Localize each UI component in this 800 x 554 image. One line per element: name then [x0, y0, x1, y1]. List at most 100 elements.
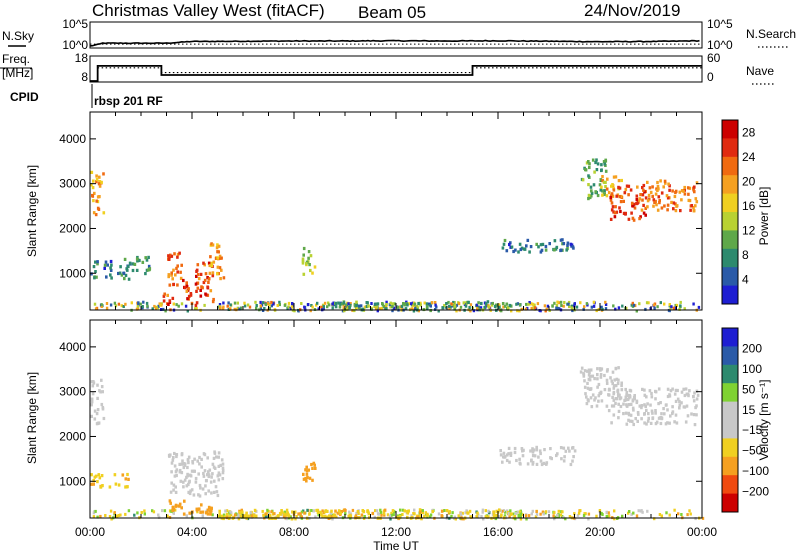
power-scatter-cell	[635, 309, 638, 313]
velocity-echo-cell	[197, 472, 200, 476]
power-echo-cell	[603, 189, 606, 193]
power-echo-cell	[218, 266, 222, 270]
power-scatter-cell	[557, 301, 560, 305]
velocity-echo-cell	[179, 479, 183, 483]
power-scatter-cell	[100, 305, 103, 308]
velocity-scatter-cell	[312, 509, 315, 513]
velocity-scatter-cell	[556, 514, 559, 517]
velocity-echo-cell	[170, 470, 173, 474]
velocity-echo-cell	[170, 461, 174, 465]
velocity-scatter-cell	[503, 514, 507, 518]
velocity-echo-cell	[614, 401, 617, 405]
power-echo-cell	[603, 162, 606, 166]
velocity-echo-cell	[204, 484, 207, 488]
velocity-echo-cell	[101, 390, 104, 394]
velocity-echo-cell	[413, 512, 416, 516]
velocity-scatter-cell	[374, 509, 377, 513]
velocity-echo-cell	[654, 411, 657, 415]
power-echo-cell	[644, 196, 648, 200]
velocity-scatter-cell	[294, 517, 297, 521]
power-scatter-cell	[575, 305, 579, 309]
power-echo-cell	[679, 209, 682, 213]
power-echo-cell	[214, 256, 218, 260]
velocity-scatter-cell	[401, 513, 404, 516]
power-echo-cell	[632, 218, 636, 222]
velocity-scatter-cell	[185, 514, 188, 518]
velocity-echo-cell	[100, 385, 104, 389]
velocity-echo-cell	[125, 485, 128, 489]
power-colorbar-swatch	[722, 120, 738, 139]
velocity-echo-cell	[264, 512, 267, 516]
power-scatter-cell	[122, 305, 125, 308]
velocity-scatter-cell	[552, 514, 555, 518]
velocity-echo-cell	[219, 463, 222, 467]
velocity-echo-cell	[206, 473, 209, 477]
velocity-echo-cell	[182, 480, 185, 484]
velocity-echo-cell	[617, 378, 620, 382]
velocity-echo-cell	[678, 403, 682, 407]
velocity-echo-cell	[187, 490, 190, 494]
power-scatter-cell	[219, 306, 222, 310]
velocity-echo-cell	[168, 454, 171, 458]
velocity-echo-cell	[202, 471, 205, 476]
power-echo-cell	[334, 301, 338, 305]
velocity-echo-cell	[586, 369, 589, 373]
velocity-scatter-cell	[587, 512, 591, 516]
power-echo-cell	[212, 260, 216, 264]
power-echo-cell	[652, 204, 655, 208]
power-echo-cell	[508, 303, 512, 308]
velocity-echo-cell	[589, 387, 593, 391]
power-echo-cell	[653, 200, 656, 204]
velocity-echo-cell	[196, 459, 199, 463]
velocity-echo-cell	[674, 413, 678, 417]
power-echo-cell	[180, 263, 183, 267]
velocity-colorbar-tick: −15	[742, 423, 763, 437]
velocity-ylabel: Slant Range [km]	[25, 372, 39, 464]
power-echo-cell	[622, 199, 625, 203]
time-tick-label: 20:00	[585, 525, 615, 539]
power-echo-cell	[123, 277, 126, 281]
power-scatter-cell	[283, 303, 287, 307]
power-echo-cell	[109, 268, 113, 272]
velocity-echo-cell	[647, 412, 650, 416]
velocity-scatter-cell	[157, 515, 161, 519]
power-echo-cell	[211, 271, 215, 275]
velocity-echo-cell	[666, 421, 669, 425]
velocity-scatter-cell	[524, 514, 528, 518]
velocity-echo-cell	[612, 386, 616, 390]
velocity-echo-cell	[596, 385, 599, 389]
velocity-echo-cell	[614, 367, 618, 371]
power-scatter-cell	[370, 302, 373, 305]
power-echo-cell	[555, 245, 559, 249]
power-echo-cell	[91, 186, 95, 190]
nave-tick-bottom: 0	[707, 70, 714, 84]
power-echo-cell	[202, 280, 206, 285]
power-scatter-cell	[180, 302, 184, 306]
power-echo-cell	[95, 180, 98, 184]
power-echo-cell	[548, 242, 551, 246]
power-echo-cell	[342, 301, 346, 305]
power-scatter-cell	[423, 301, 426, 305]
velocity-scatter-cell	[157, 513, 160, 517]
power-scatter-cell	[644, 307, 647, 311]
velocity-echo-cell	[100, 402, 104, 407]
power-echo-cell	[136, 259, 139, 263]
velocity-echo-cell	[98, 476, 102, 480]
power-echo-cell	[178, 251, 181, 255]
power-echo-cell	[91, 193, 94, 198]
power-echo-cell	[673, 194, 677, 199]
power-echo-cell	[553, 239, 557, 243]
velocity-echo-cell	[93, 409, 97, 413]
power-scatter-cell	[656, 305, 659, 309]
nsky-label: N.Sky	[2, 29, 34, 43]
velocity-echo-cell	[568, 449, 571, 453]
power-scatter-cell	[172, 302, 175, 306]
power-echo-cell	[587, 160, 590, 164]
power-scatter-cell	[410, 307, 413, 311]
velocity-scatter-cell	[240, 508, 243, 512]
power-scatter-cell	[363, 305, 367, 309]
power-echo-cell	[604, 180, 607, 184]
velocity-echo-cell	[559, 446, 563, 450]
velocity-echo-cell	[210, 475, 213, 479]
velocity-echo-cell	[90, 482, 93, 486]
